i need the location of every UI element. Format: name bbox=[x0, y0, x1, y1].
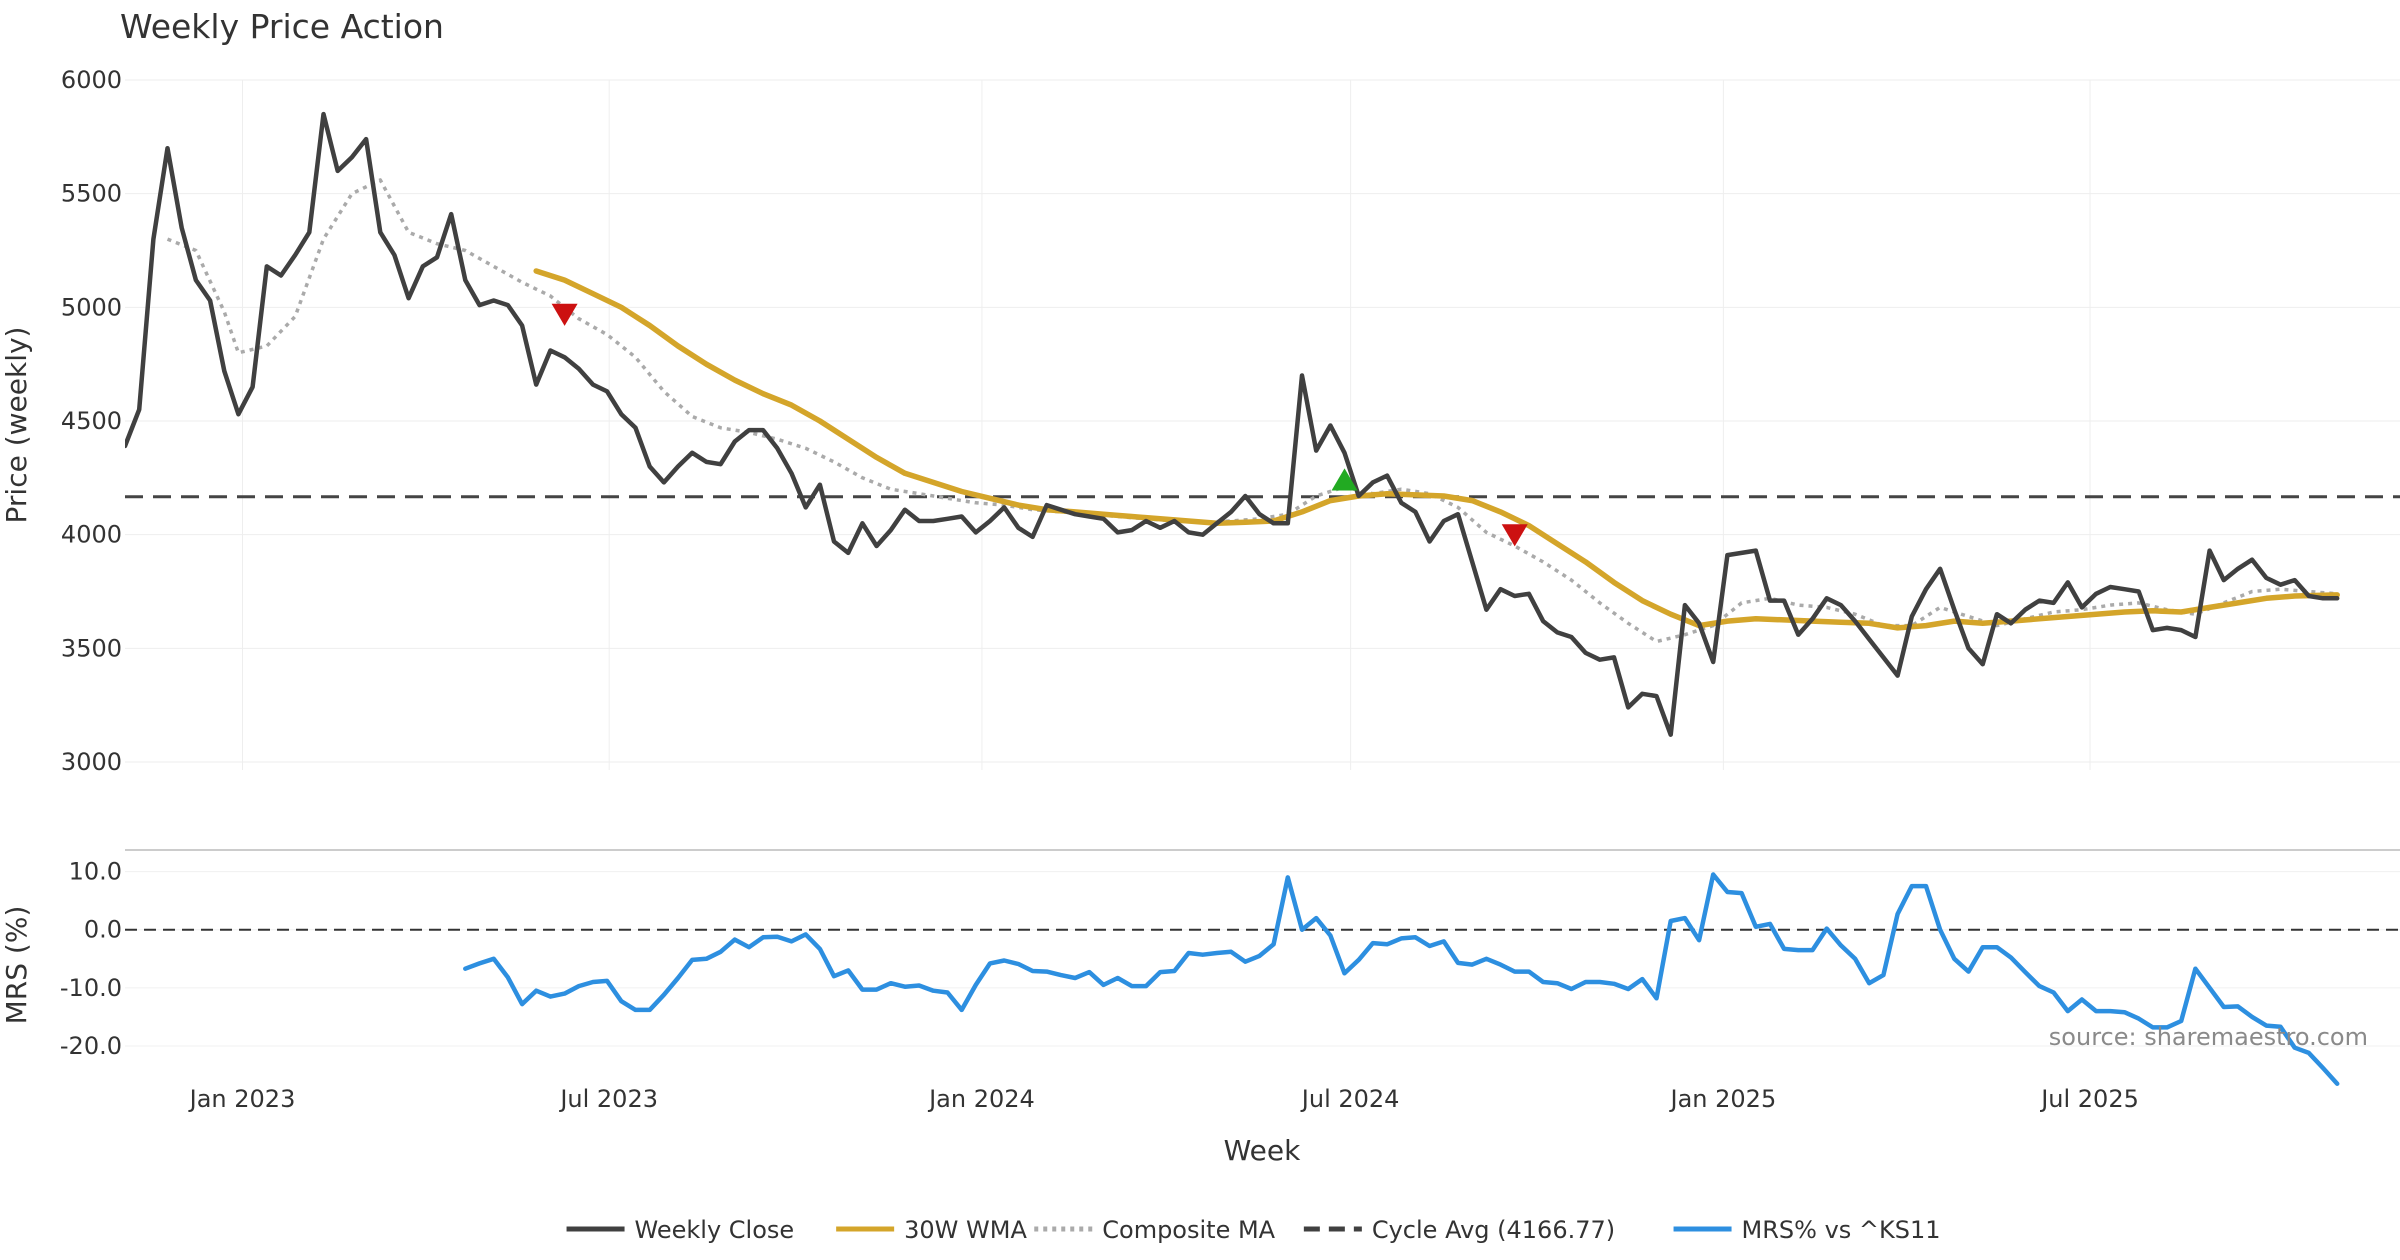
mrs-grid bbox=[125, 849, 2400, 1047]
x-tick-label: Jul 2025 bbox=[2039, 1085, 2139, 1113]
chart-title: Weekly Price Action bbox=[120, 7, 444, 46]
legend: Weekly Close 30W WMA Composite MA Cycle Avg… bbox=[566, 1216, 1941, 1244]
x-axis-title: Week bbox=[1224, 1134, 1301, 1167]
price-y-tick-label: 3500 bbox=[61, 634, 122, 662]
price-y-axis-title: Price (weekly) bbox=[0, 327, 33, 524]
series-weekly-close bbox=[125, 111, 2340, 737]
series-composite-ma bbox=[166, 178, 2338, 644]
legend-label-mrs-vs-ks11: MRS% vs ^KS11 bbox=[1742, 1216, 1941, 1244]
price-y-tick-label: 5000 bbox=[61, 293, 122, 321]
sell-signal-marker bbox=[551, 303, 578, 326]
legend-label-composite-ma: Composite MA bbox=[1102, 1216, 1275, 1244]
price-y-tick-label: 6000 bbox=[61, 66, 122, 94]
x-tick-label: Jan 2023 bbox=[188, 1085, 296, 1113]
marker-layer bbox=[551, 303, 1528, 547]
legend-label-cycle-avg-4166-77: Cycle Avg (4166.77) bbox=[1372, 1216, 1615, 1244]
legend-label-weekly-close: Weekly Close bbox=[635, 1216, 795, 1244]
mrs-y-tick-label: 0.0 bbox=[84, 916, 122, 944]
source-note: source: sharemaestro.com bbox=[2049, 1023, 2368, 1051]
x-tick-label: Jan 2024 bbox=[927, 1085, 1035, 1113]
legend-label-30w-wma: 30W WMA bbox=[904, 1216, 1027, 1244]
price-y-ticks: 3000 3500 4000 4500 5000 5500 6000 bbox=[61, 66, 122, 776]
x-tick-labels: Jan 2023 Jul 2023 Jan 2024 Jul 2024 Jan 2025… bbox=[188, 1085, 2139, 1113]
mrs-y-tick-label: 10.0 bbox=[69, 858, 122, 886]
price-y-tick-label: 4500 bbox=[61, 407, 122, 435]
sell-signal-marker bbox=[1501, 524, 1528, 547]
reference-lines bbox=[125, 495, 2400, 931]
price-y-tick-label: 3000 bbox=[61, 748, 122, 776]
buy-signal-marker bbox=[1331, 468, 1358, 491]
price-y-tick-label: 5500 bbox=[61, 180, 122, 208]
mrs-y-tick-label: -10.0 bbox=[60, 974, 122, 1002]
mrs-y-axis-title: MRS (%) bbox=[0, 906, 33, 1025]
series-30w-wma bbox=[533, 268, 2340, 631]
x-tick-label: Jul 2023 bbox=[558, 1085, 658, 1113]
x-tick-label: Jan 2025 bbox=[1669, 1085, 1777, 1113]
price-y-tick-label: 4000 bbox=[61, 521, 122, 549]
series-mrs-vs-ks11 bbox=[463, 872, 2340, 1086]
mrs-y-tick-label: -20.0 bbox=[60, 1032, 122, 1060]
x-tick-label: Jul 2024 bbox=[1300, 1085, 1400, 1113]
series-layer bbox=[125, 111, 2340, 1086]
mrs-y-ticks: 10.0 0.0 -10.0 -20.0 bbox=[60, 858, 122, 1060]
price-grid bbox=[125, 79, 2400, 770]
